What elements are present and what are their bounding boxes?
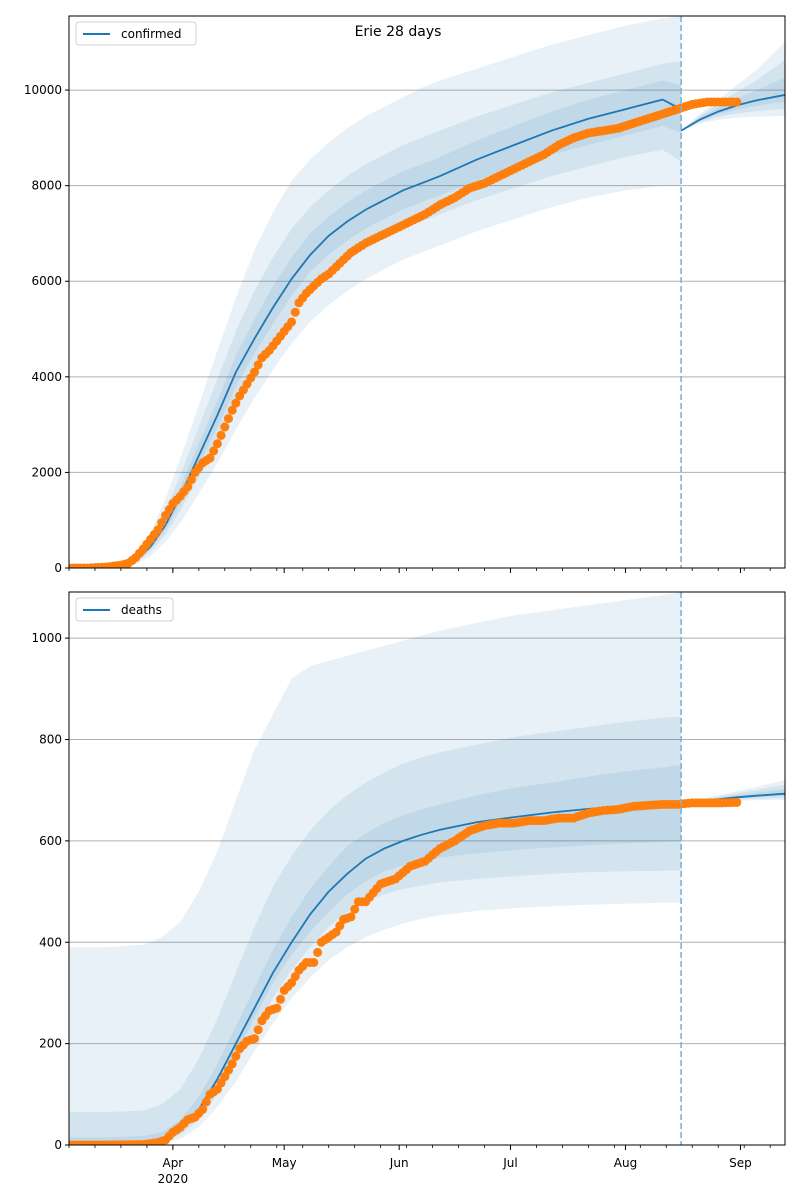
observed-point [276,994,285,1004]
confirmed-panel: 0 2000 4000 6000 8000 10000 confirmed [24,15,786,575]
x-tick-label: Jun [389,1156,409,1170]
observed-point [205,453,215,463]
y-tick-label: 800 [39,733,62,747]
observed-point [350,904,360,914]
x-tick-label: May [272,1156,297,1170]
plot-area [69,16,785,568]
legend-label: confirmed [121,27,182,41]
axes-frame [68,591,786,1146]
y-tick-label: 8000 [31,179,62,193]
deaths-panel: 0 200 400 600 800 1000 Apr 2020 May Jun Jul Aug Sep d… [31,591,786,1186]
forecast-median-line [680,94,785,132]
legend-label: deaths [121,603,162,617]
observed-point [250,1034,259,1044]
observed-point [227,405,237,415]
observed-point [220,422,230,432]
observed-point [290,307,300,317]
y-tick-label: 0 [54,561,62,575]
observed-point [183,482,193,492]
observed-point [231,398,241,408]
observed-point [253,360,263,370]
observed-point [153,525,163,535]
observed-point [346,912,356,922]
y-tick-label: 10000 [24,83,62,97]
forecast-band-0 [681,42,785,131]
y-tick-label: 0 [54,1138,62,1152]
axes-frame [68,15,786,569]
observed-point [157,518,167,528]
legend-box [75,21,197,46]
legend: deaths [75,597,174,622]
y-tick-label: 600 [39,834,62,848]
y-tick-label: 400 [39,935,62,949]
observed-point [272,1003,282,1013]
x-tick-label: Sep [729,1156,752,1170]
forecast-band-1 [681,60,785,131]
x-tick-label: 2020 [158,1172,189,1186]
observed-point [231,1051,241,1061]
observed-point [309,958,319,967]
y-tick-label: 6000 [31,274,62,288]
chart-title: Erie 28 days [355,24,442,40]
band-middle [69,61,682,568]
observed-point [287,317,297,327]
plot-area [69,592,785,1145]
model-median-line [69,98,682,568]
band-inner [69,764,682,1145]
forecast-band-0 [681,780,785,804]
y-tick-label: 2000 [31,465,62,479]
observed-point [732,797,742,807]
observed-point [216,430,226,440]
y-tick-label: 1000 [31,631,62,645]
observed-point [732,97,742,107]
observed-point [227,1059,237,1069]
observed-point [250,367,259,377]
y-tick-label: 200 [39,1037,62,1051]
observed-point [201,1097,211,1107]
legend-box [75,597,174,622]
observed-point [186,475,196,485]
x-tick-label: Aug [614,1156,637,1170]
observed-point [212,439,222,449]
observed-point [224,414,233,424]
observed-point [198,1105,208,1114]
observed-point [209,446,219,456]
y-tick-label: 4000 [31,370,62,384]
observed-point [253,1025,263,1035]
x-tick-label: Jul [502,1156,517,1170]
observed-point [313,947,323,957]
legend: confirmed [75,21,197,46]
x-tick-label: Apr [162,1156,183,1170]
band-outer [69,592,682,1145]
